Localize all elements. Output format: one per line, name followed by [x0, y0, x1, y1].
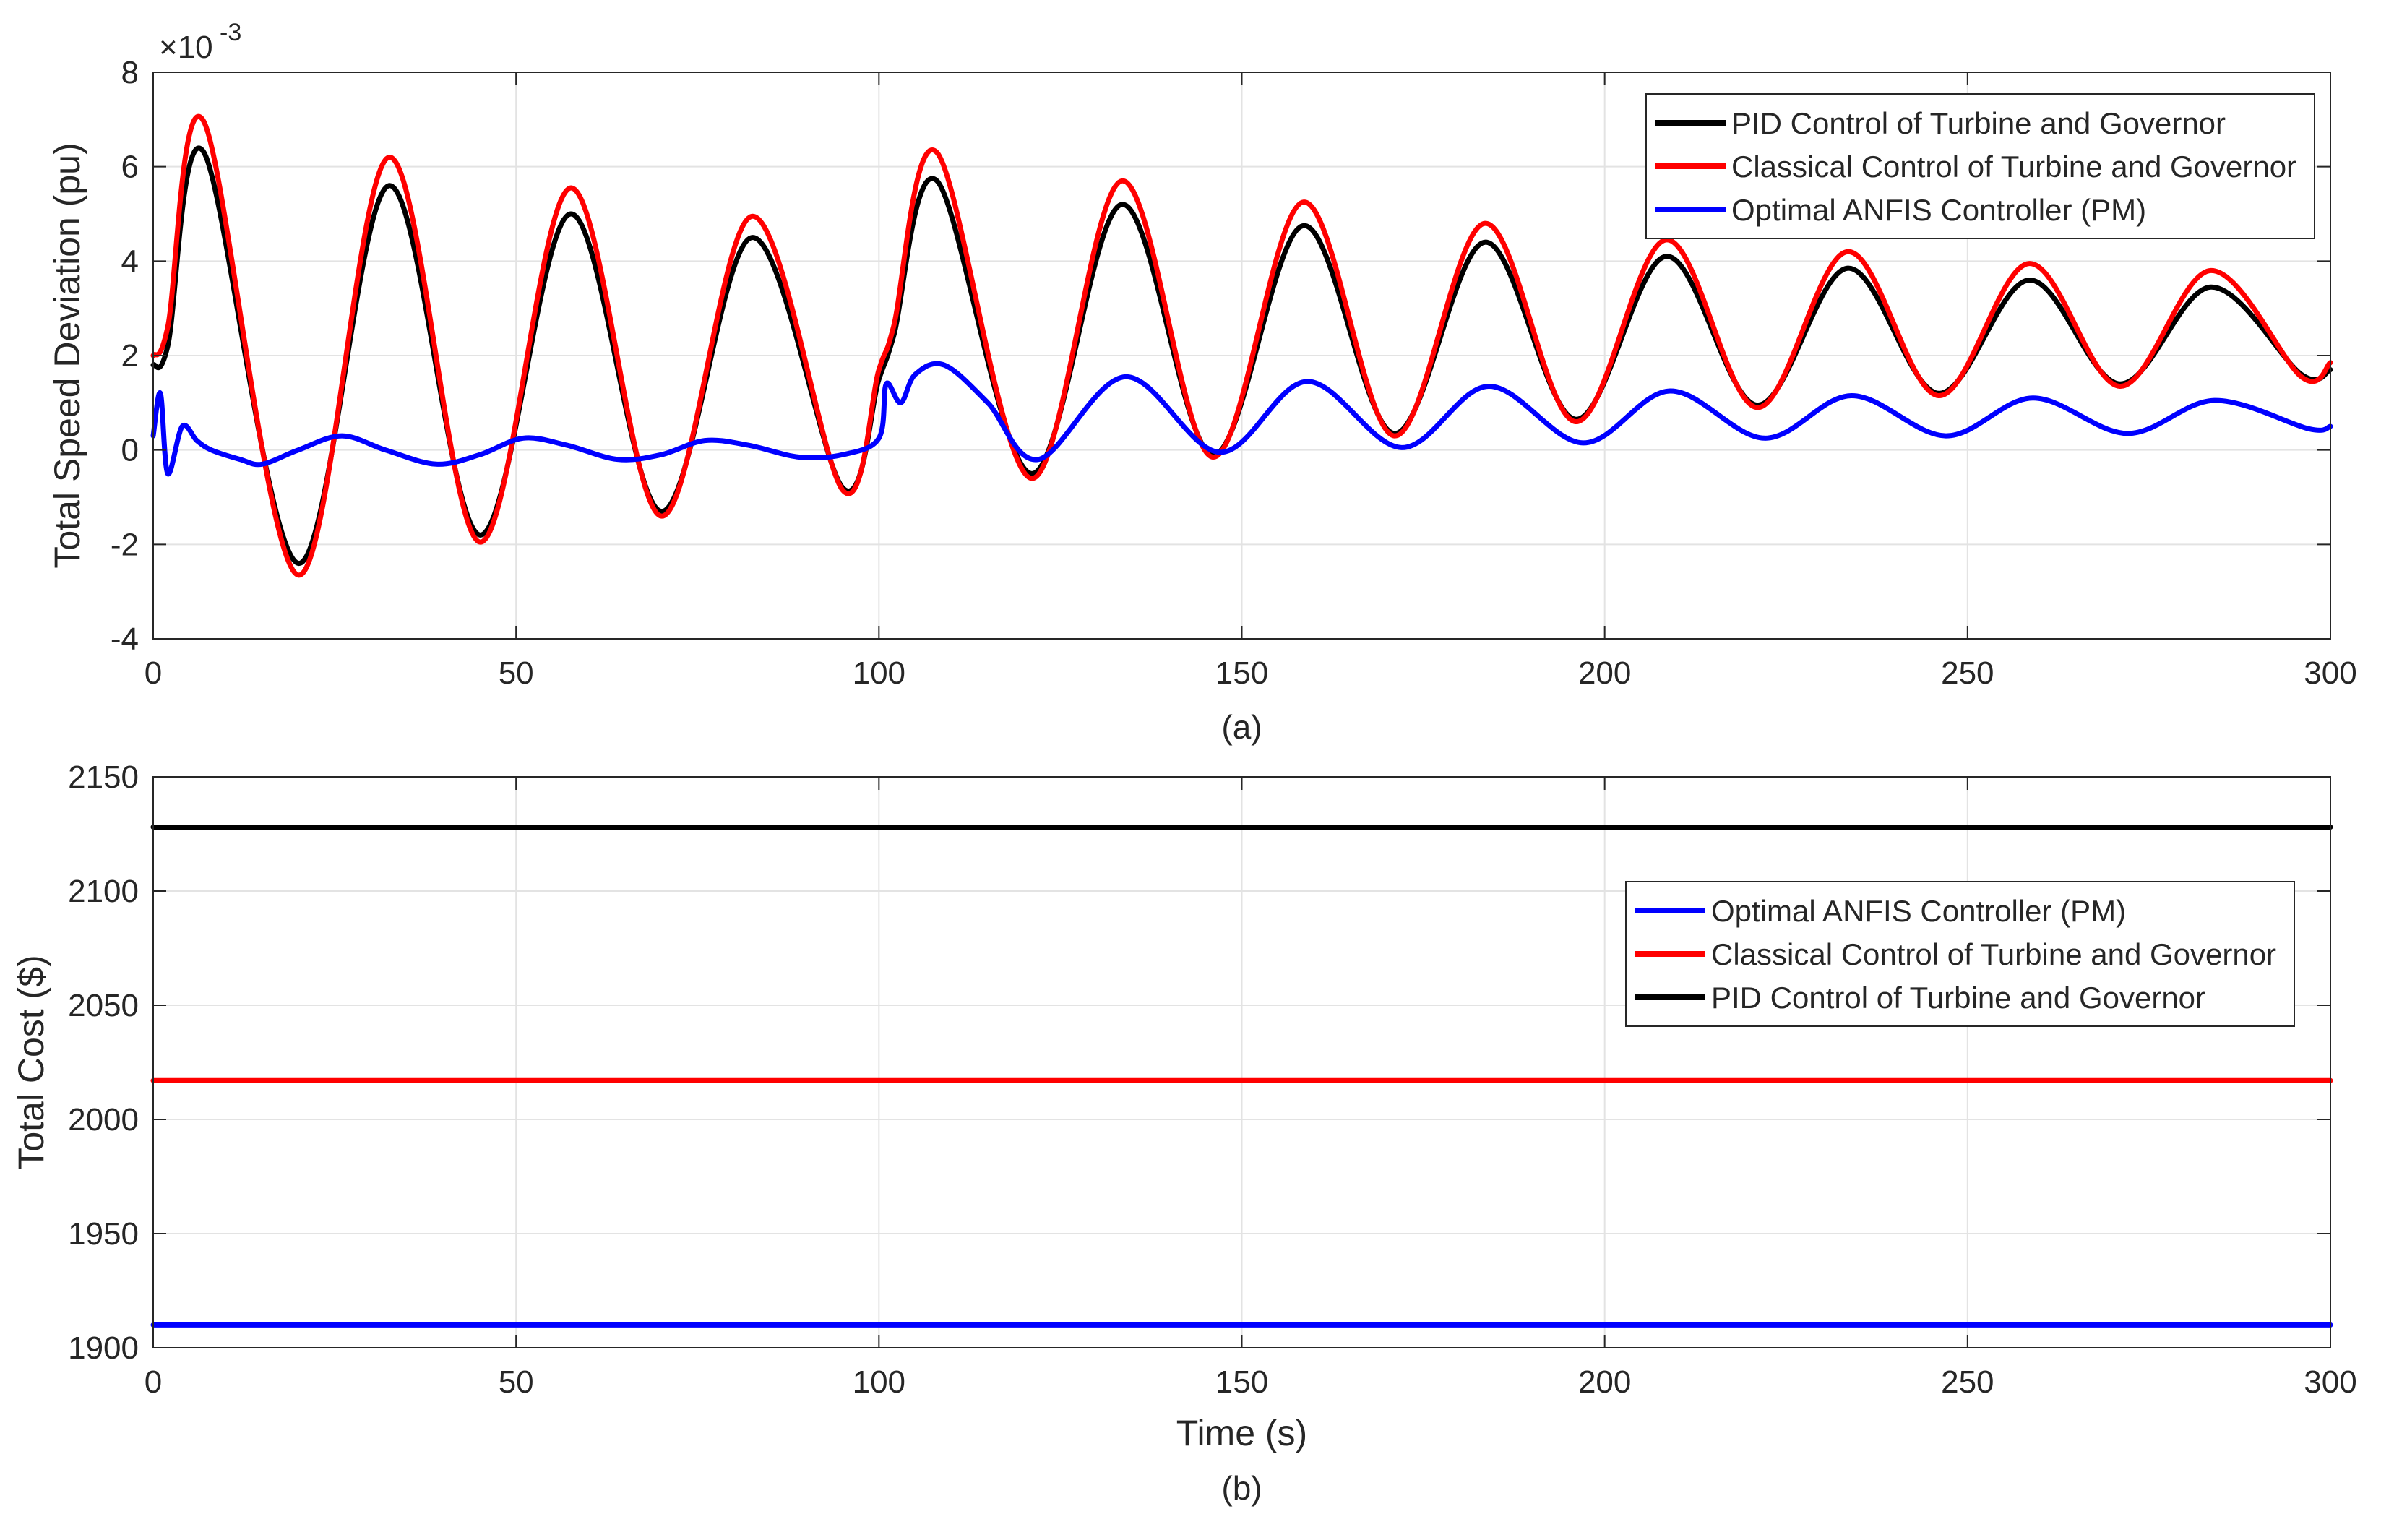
x-tick-label: 0 — [145, 655, 162, 691]
x-tick-label: 300 — [2304, 655, 2356, 691]
y-tick-label: 8 — [121, 55, 139, 90]
y-tick-label: 2050 — [68, 988, 139, 1023]
x-tick-label: 100 — [853, 655, 905, 691]
x-tick-label: 150 — [1215, 655, 1268, 691]
x-tick-label: 150 — [1215, 1364, 1268, 1400]
legend-label-0: PID Control of Turbine and Governor — [1731, 106, 2226, 140]
x-tick-label: 0 — [145, 1364, 162, 1400]
legend-label-0: Optimal ANFIS Controller (PM) — [1711, 894, 2126, 928]
legend-label-2: Optimal ANFIS Controller (PM) — [1731, 193, 2146, 227]
y-axis-label: Total Cost ($) — [11, 955, 51, 1169]
x-tick-label: 250 — [1941, 655, 1994, 691]
legend-label-2: PID Control of Turbine and Governor — [1711, 981, 2205, 1015]
legend-label-1: Classical Control of Turbine and Governo… — [1711, 937, 2276, 971]
x-tick-label: 50 — [499, 1364, 534, 1400]
y-tick-label: 2 — [121, 338, 139, 374]
y-tick-label: 2100 — [68, 874, 139, 909]
series-line-1 — [150, 113, 2333, 578]
x-tick-label: 100 — [853, 1364, 905, 1400]
x-tick-label: 50 — [499, 655, 534, 691]
x-tick-label: 200 — [1578, 1364, 1631, 1400]
y-tick-label: -2 — [111, 527, 139, 562]
series-line-2 — [150, 361, 2333, 477]
panel-a-speed-deviation: 0 50 100 150 200 250 300 -4 -2 0 2 4 6 8 ×10 -3 Total Sp… — [47, 19, 2357, 746]
y-tick-label: 4 — [121, 244, 139, 279]
legend-box — [1645, 93, 2315, 239]
x-axis-label: Time (s) — [1176, 1413, 1307, 1453]
legend-label-1: Classical Control of Turbine and Governo… — [1731, 150, 2296, 184]
legend-box — [1625, 881, 2295, 1027]
axis-exponent-label: ×10 — [159, 30, 213, 65]
panel-label: (b) — [1221, 1469, 1262, 1507]
y-tick-label: 1900 — [68, 1330, 139, 1366]
series-line-0 — [150, 145, 2333, 566]
y-tick-label: 2150 — [68, 760, 139, 795]
y-tick-label: -4 — [111, 621, 139, 657]
y-tick-label: 1950 — [68, 1216, 139, 1252]
x-tick-label: 200 — [1578, 655, 1631, 691]
axis-exponent-power: -3 — [220, 19, 241, 46]
y-tick-label: 6 — [121, 150, 139, 185]
x-tick-label: 300 — [2304, 1364, 2356, 1400]
y-tick-label: 0 — [121, 433, 139, 468]
x-tick-label: 250 — [1941, 1364, 1994, 1400]
y-axis-label: Total Speed Deviation (pu) — [47, 142, 87, 568]
panel-b-total-cost: 0 50 100 150 200 250 300 1900 1950 2000 2050 2100 21… — [11, 760, 2357, 1507]
panel-label: (a) — [1221, 708, 1262, 746]
y-tick-label: 2000 — [68, 1102, 139, 1137]
